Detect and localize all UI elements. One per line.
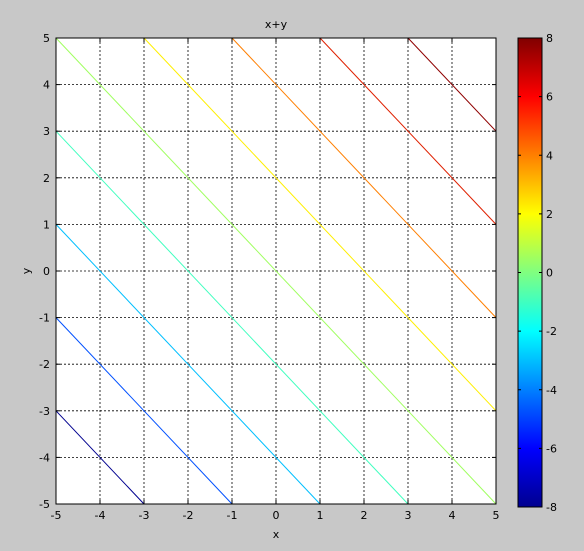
x-axis: -5 -4 -3 -2 -1 0 1 2 3 4 5: [51, 38, 500, 522]
x-tick-label: 0: [273, 509, 280, 522]
x-tick-label: 1: [317, 509, 324, 522]
contour-line-6: [319, 37, 497, 225]
y-tick-label: -5: [39, 498, 50, 511]
colorbar-ticks: -8 -6 -4 -2 0 2 4 6 8: [518, 32, 557, 514]
y-tick-label: -3: [39, 405, 50, 418]
x-tick-label: 5: [493, 509, 500, 522]
x-axis-label: x: [273, 528, 280, 541]
chart-title: x+y: [265, 18, 288, 31]
x-tick-label: 4: [449, 509, 456, 522]
x-tick-label: -3: [139, 509, 150, 522]
x-tick-label: -1: [227, 509, 238, 522]
y-tick-label: 4: [43, 79, 50, 92]
y-tick-label: 3: [43, 125, 50, 138]
colorbar-tick-label: 0: [546, 267, 553, 280]
x-tick-label: 2: [361, 509, 368, 522]
y-axis-label: y: [20, 267, 33, 274]
contour-line-8: [407, 37, 497, 132]
colorbar-tick-label: -2: [546, 325, 557, 338]
colorbar-tick-label: 2: [546, 208, 553, 221]
colorbar-tick-label: 4: [546, 149, 553, 162]
y-tick-label: -4: [39, 451, 50, 464]
y-tick-label: 2: [43, 172, 50, 185]
contour-line-neg8: [55, 410, 145, 505]
contour-line-4: [231, 37, 497, 318]
contour-line-neg6: [55, 317, 233, 505]
y-tick-label: -1: [39, 312, 50, 325]
colorbar-tick-label: -4: [546, 384, 557, 397]
contour-line-0: [55, 37, 497, 505]
colorbar-tick-label: -8: [546, 501, 557, 514]
y-axis: -5 -4 -3 -2 -1 0 1 2 3 4 5: [39, 32, 496, 511]
y-tick-label: 0: [43, 265, 50, 278]
x-tick-label: 3: [405, 509, 412, 522]
y-tick-label: 5: [43, 32, 50, 45]
colorbar-tick-label: -6: [546, 442, 557, 455]
colorbar-tick-label: 6: [546, 91, 553, 104]
contour-lines: [55, 37, 497, 505]
colorbar: [517, 37, 543, 508]
contour-line-neg2: [55, 130, 409, 505]
y-tick-label: 1: [43, 218, 50, 231]
x-tick-label: -4: [95, 509, 106, 522]
contour-line-2: [143, 37, 497, 412]
colorbar-tick-label: 8: [546, 32, 553, 45]
x-tick-label: -2: [183, 509, 194, 522]
contour-line-neg4: [55, 224, 321, 505]
y-tick-label: -2: [39, 358, 50, 371]
x-tick-label: -5: [51, 509, 62, 522]
